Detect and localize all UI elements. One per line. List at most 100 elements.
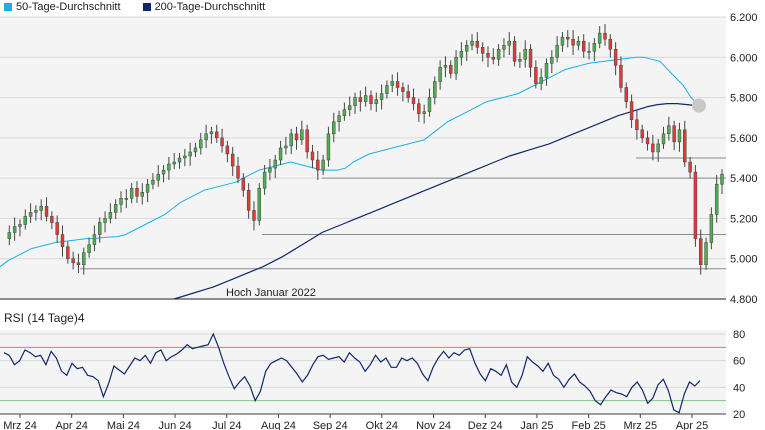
candle-up <box>667 125 671 135</box>
candle-up <box>12 226 17 233</box>
candle-down <box>66 246 70 259</box>
candle-down <box>411 97 416 104</box>
candle-up <box>129 187 134 199</box>
x-tick-label: Mai 24 <box>107 420 140 430</box>
candle-up <box>587 50 591 53</box>
price-y-tick-label: 4.800 <box>730 294 758 306</box>
candle-down <box>369 95 373 104</box>
candle-down <box>672 125 676 143</box>
candle-up <box>332 121 336 135</box>
candle-down <box>215 131 219 139</box>
legend-label-sma50: 50-Tage-Durchschnitt <box>16 1 121 13</box>
candle-down <box>246 189 251 211</box>
candle-down <box>475 40 480 48</box>
candle-up <box>273 159 277 169</box>
sma50-line <box>0 56 700 268</box>
candle-up <box>518 59 522 62</box>
candle-down <box>635 119 639 131</box>
rsi-y-tick-label: 40 <box>733 382 745 394</box>
candle-up <box>34 210 38 213</box>
candle-up <box>156 173 160 181</box>
rsi-title: RSI (14 Tage)4 <box>4 311 85 325</box>
candle-down <box>651 143 655 153</box>
candle-down <box>236 165 240 179</box>
candle-up <box>470 40 474 46</box>
candle-up <box>172 161 176 165</box>
candle-down <box>693 171 698 239</box>
price-y-tick-label: 5.000 <box>730 254 758 266</box>
candle-up <box>422 111 426 114</box>
candle-down <box>688 161 692 173</box>
candle-up <box>720 173 724 185</box>
candle-down <box>71 258 75 263</box>
candle-up <box>103 218 107 223</box>
candle-up <box>209 131 214 135</box>
x-tick-label: Sep 24 <box>313 420 348 430</box>
candle-up <box>113 204 118 213</box>
candle-up <box>257 187 262 221</box>
legend-swatch-sma200 <box>142 3 151 11</box>
rsi-y-tick-label: 20 <box>733 409 745 421</box>
legend-item-sma200[interactable]: 200-Tage-Durchschnitt <box>142 1 265 13</box>
candle-down <box>608 38 613 50</box>
candle-down <box>603 32 607 40</box>
candle-up <box>438 67 442 82</box>
candle-down <box>252 210 256 221</box>
candle-up <box>704 242 708 266</box>
candle-down <box>395 81 400 88</box>
candle-up <box>204 133 208 141</box>
candle-down <box>230 153 235 167</box>
candle-up <box>321 159 325 171</box>
candlesticks <box>7 24 724 275</box>
candle-down <box>241 177 246 191</box>
support-annotation: Hoch Januar 2022 <box>226 287 316 299</box>
candle-up <box>177 157 182 163</box>
rsi-line <box>3 332 701 414</box>
candle-up <box>145 183 150 193</box>
candle-up <box>597 32 602 44</box>
candle-up <box>23 216 27 225</box>
sma200-line <box>173 102 698 300</box>
x-tick-label: Jan 25 <box>520 420 553 430</box>
candle-down <box>699 238 703 266</box>
legend-item-sma50[interactable]: 50-Tage-Durchschnitt <box>4 1 121 13</box>
candle-down <box>624 87 628 102</box>
rsi-y-tick-label: 80 <box>733 329 745 341</box>
candle-up <box>337 115 341 122</box>
price-gridlines <box>0 16 726 300</box>
candle-up <box>268 167 272 173</box>
price-y-tick-label: 5.800 <box>730 93 758 105</box>
support-lines <box>80 157 726 270</box>
candle-down <box>310 151 315 161</box>
candle-down <box>44 206 49 217</box>
x-tick-label: Dez 24 <box>468 420 503 430</box>
price-y-tick-label: 5.200 <box>730 213 758 225</box>
x-tick-label: Jun 24 <box>159 420 192 430</box>
rsi-plot-area <box>0 330 726 415</box>
candle-down <box>566 36 570 40</box>
candle-up <box>385 85 389 94</box>
candle-up <box>353 97 357 106</box>
candle-up <box>502 44 506 50</box>
x-tick-label: Jul 24 <box>212 420 241 430</box>
candle-down <box>449 65 453 74</box>
candle-up <box>289 133 293 147</box>
price-y-tick-label: 5.600 <box>730 133 758 145</box>
candle-down <box>417 103 421 114</box>
candle-up <box>464 44 469 52</box>
x-tick-label: Apr 24 <box>55 420 87 430</box>
candle-down <box>645 137 650 145</box>
candle-up <box>193 147 198 153</box>
candle-up <box>443 65 448 68</box>
x-tick-label: Okt 24 <box>366 420 398 430</box>
x-axis: Mrz 24 Apr 24 Mai 24 Jun 24 Jul 24 Aug 24 Sep … <box>0 413 726 430</box>
candle-up <box>656 143 660 153</box>
x-tick-label: Apr 25 <box>676 420 708 430</box>
candle-down <box>358 97 363 102</box>
rsi-y-tick-label: 60 <box>733 356 745 368</box>
candle-up <box>592 42 597 52</box>
candle-up <box>28 212 33 217</box>
candle-up <box>661 133 666 145</box>
x-tick-label: Mrz 25 <box>623 420 657 430</box>
candle-down <box>76 262 81 266</box>
